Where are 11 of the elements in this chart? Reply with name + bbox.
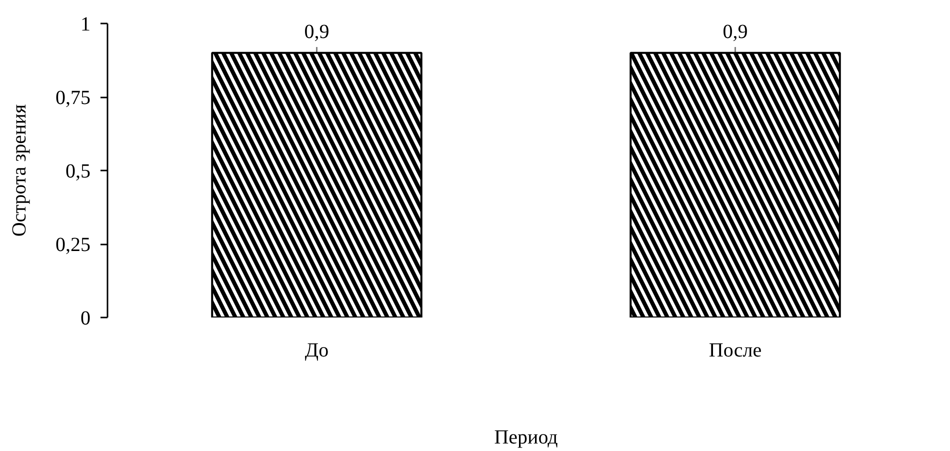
y-tick-label: 0,75 — [56, 87, 90, 109]
y-tick-label: 0,25 — [56, 234, 90, 256]
y-tick-label: 0 — [80, 308, 90, 330]
y-tick-label: 0,5 — [66, 160, 90, 182]
x-tick-label: После — [708, 340, 762, 362]
data-label: 0,9 — [722, 20, 748, 43]
x-tick-label: До — [304, 340, 329, 362]
x-axis-title: Период — [494, 426, 558, 448]
y-tick-label: 1 — [80, 14, 90, 36]
data-label: 0,9 — [304, 20, 330, 43]
y-axis-title: Острота зрения — [8, 104, 30, 237]
